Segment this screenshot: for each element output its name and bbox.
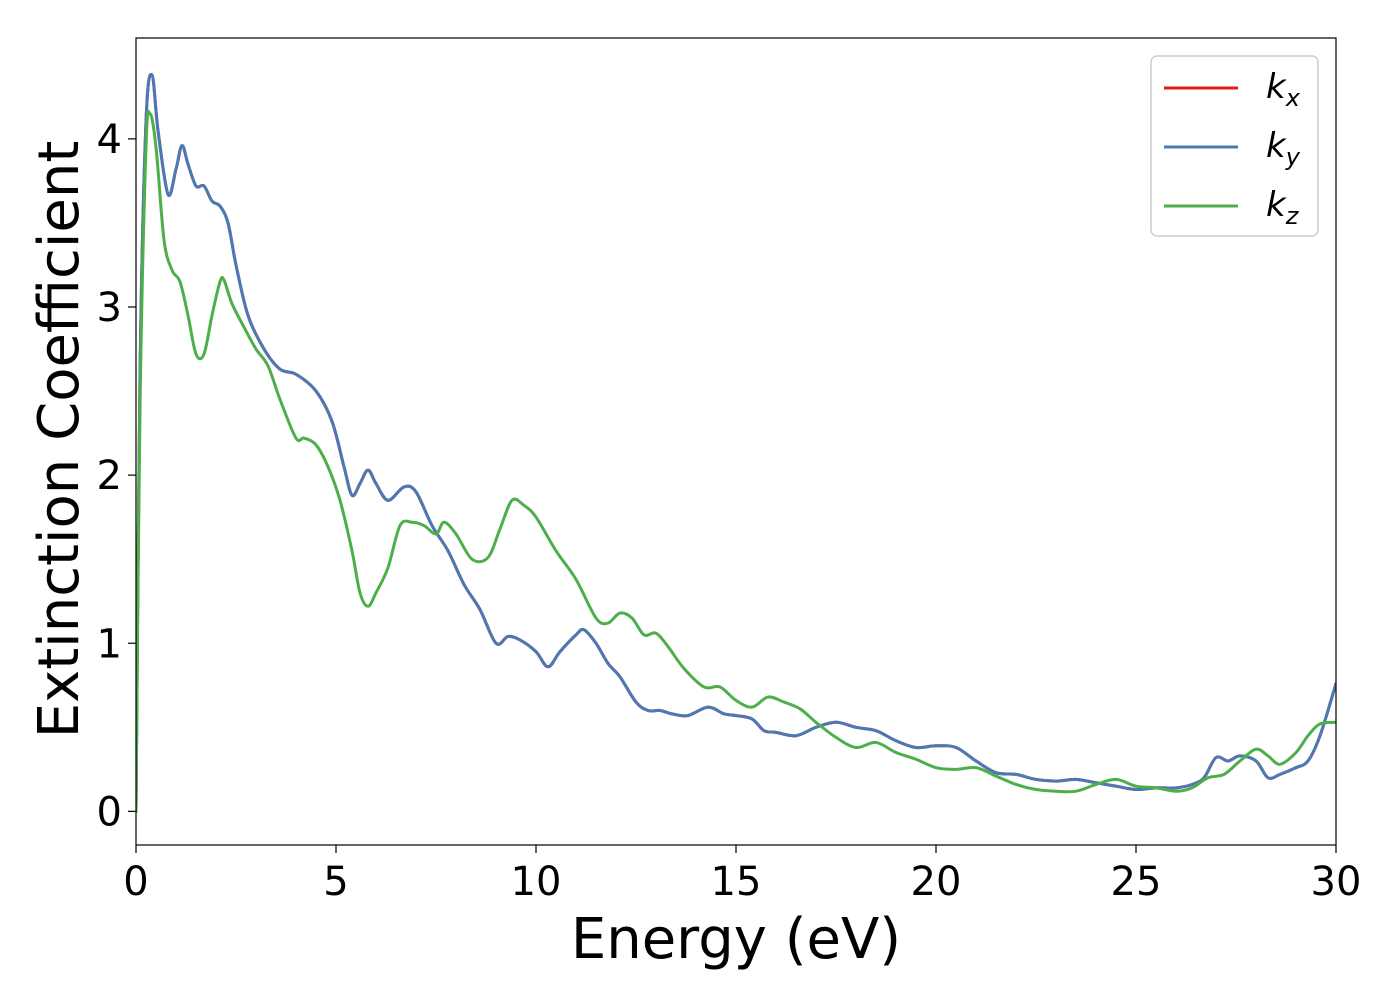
x-tick-label: 25 [1111, 859, 1162, 905]
legend-label: kz [1266, 185, 1300, 230]
x-tick-label: 10 [511, 859, 562, 905]
y-tick-label: 0 [97, 789, 122, 835]
y-tick-label: 1 [97, 621, 122, 667]
legend-item-ky: ky [1164, 126, 1301, 171]
legend-label: ky [1266, 126, 1301, 171]
series-line-kz [136, 109, 1336, 813]
axes-layer: 0 5 10 15 20 25 30 0 1 2 3 4 [97, 37, 1362, 905]
series-line-ky [136, 73, 1336, 813]
x-axis-title: Energy (eV) [571, 907, 901, 972]
legend-item-kz: kz [1164, 185, 1300, 230]
y-tick-label: 3 [97, 285, 122, 331]
y-tick-label: 4 [97, 117, 122, 163]
legend-label: kx [1266, 67, 1301, 112]
x-tick-label: 30 [1311, 859, 1362, 905]
series-layer [136, 73, 1336, 813]
y-tick-label: 2 [97, 453, 122, 499]
y-axis-title: Extinction Coefficient [27, 141, 92, 739]
x-tick-label: 5 [323, 859, 348, 905]
x-tick-label: 15 [711, 859, 762, 905]
x-tick-label: 20 [911, 859, 962, 905]
legend: kx ky kz [1150, 55, 1319, 237]
x-tick-label: 0 [123, 859, 148, 905]
legend-item-kx: kx [1164, 67, 1301, 112]
